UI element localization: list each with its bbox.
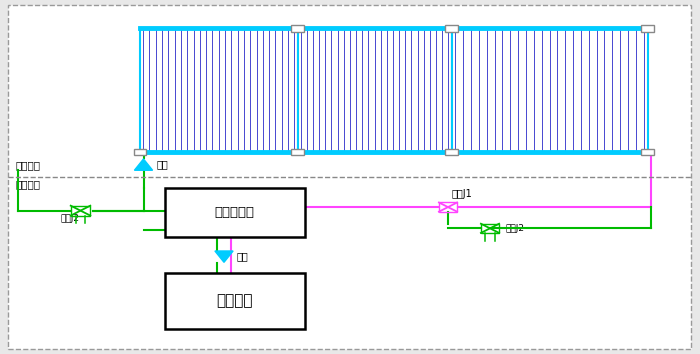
Bar bbox=[140, 28, 298, 152]
Text: 风阀J2: 风阀J2 bbox=[60, 214, 79, 223]
Bar bbox=[641, 149, 654, 155]
Polygon shape bbox=[215, 251, 233, 262]
Text: 室外部分: 室外部分 bbox=[15, 161, 41, 171]
Text: 风阀J1: 风阀J1 bbox=[452, 189, 472, 199]
Text: 储热水箱: 储热水箱 bbox=[216, 293, 253, 308]
Bar bbox=[291, 149, 304, 155]
Bar bbox=[445, 149, 458, 155]
Bar bbox=[445, 25, 458, 32]
Text: 风机: 风机 bbox=[156, 160, 168, 170]
Text: 室内部分: 室内部分 bbox=[15, 179, 41, 189]
Text: 风阀J2: 风阀J2 bbox=[505, 224, 524, 233]
Text: 风水换热器: 风水换热器 bbox=[214, 206, 255, 219]
Text: 水泵: 水泵 bbox=[237, 252, 248, 262]
Bar bbox=[291, 25, 304, 32]
Bar bbox=[481, 224, 499, 233]
Bar bbox=[164, 188, 304, 237]
Bar bbox=[439, 202, 457, 212]
Bar bbox=[134, 149, 146, 155]
Bar bbox=[164, 273, 304, 329]
Bar bbox=[71, 206, 90, 216]
FancyBboxPatch shape bbox=[8, 5, 691, 349]
Bar bbox=[641, 25, 654, 32]
Polygon shape bbox=[134, 159, 153, 170]
Bar bbox=[452, 28, 648, 152]
Bar bbox=[298, 28, 452, 152]
